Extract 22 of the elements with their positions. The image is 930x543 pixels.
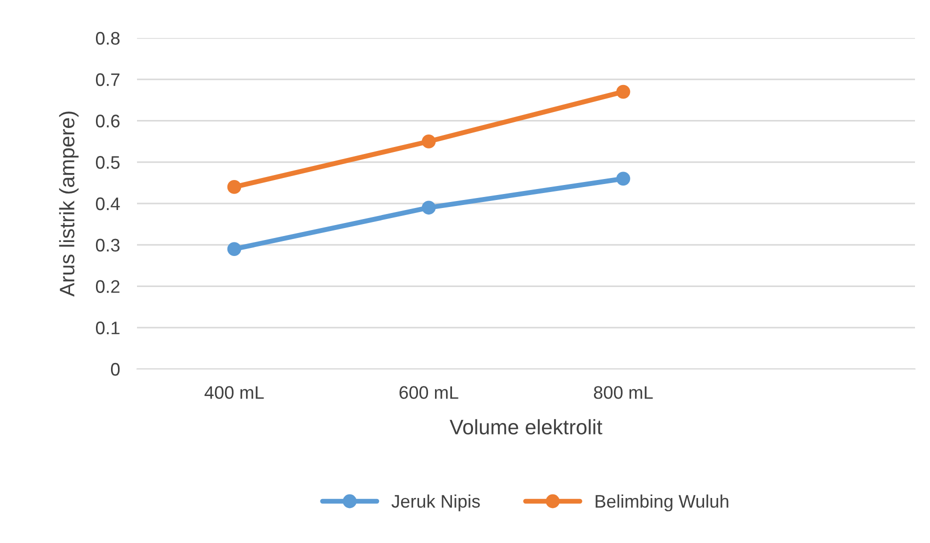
point (616, 172, 630, 186)
x-tick-label: 800 mL (594, 386, 653, 399)
legend-label: Belimbing Wuluh (596, 494, 728, 512)
y-tick-label: 0.2 (96, 280, 120, 293)
y-tick-label: 0 (111, 362, 120, 376)
y-tick-label: 0.3 (96, 238, 120, 252)
y-tick-label: 0.4 (96, 197, 120, 210)
x-tick-label: 400 mL (204, 386, 264, 399)
y-axis-title: Arus listrik (ampere) (59, 112, 79, 297)
point (422, 134, 436, 148)
y-tick-label: 0.8 (96, 32, 120, 45)
x-axis-title: Volume elektrolit (450, 419, 602, 434)
y-tick-label: 0.7 (96, 73, 120, 86)
legend-label: Jeruk Nipis (391, 494, 480, 512)
point (422, 200, 436, 215)
x-tick-label: 600 mL (400, 386, 458, 399)
point (227, 242, 242, 256)
y-tick-label: 0.6 (96, 114, 120, 128)
y-tick-label: 0.1 (96, 322, 120, 334)
y-tick-label: 0.5 (96, 156, 120, 169)
point (227, 180, 242, 194)
point (616, 84, 630, 99)
